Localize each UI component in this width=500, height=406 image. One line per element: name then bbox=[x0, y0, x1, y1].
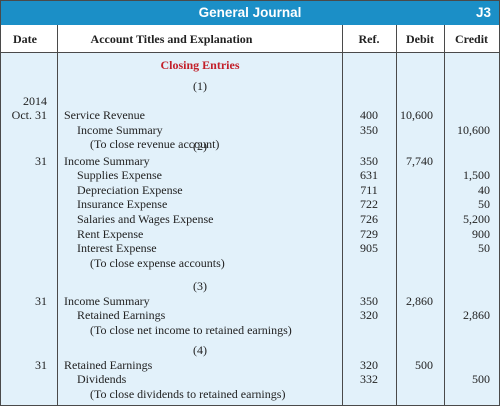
entry-explanation: (To close revenue account) bbox=[90, 137, 220, 152]
entry-explanation: (To close dividends to retained earnings… bbox=[90, 386, 286, 401]
account-title: Income Summary bbox=[64, 293, 150, 308]
entry-year: 2014 bbox=[23, 93, 47, 108]
posting-ref: 729 bbox=[360, 226, 378, 241]
posting-ref: 350 bbox=[360, 122, 378, 137]
column-header-debit: Debit bbox=[406, 32, 434, 46]
account-title: Depreciation Expense bbox=[77, 182, 183, 197]
posting-ref: 350 bbox=[360, 293, 378, 308]
account-title: Dividends bbox=[77, 372, 127, 387]
debit-amount: 10,600 bbox=[400, 108, 433, 123]
journal-line: 31 Retained Earnings 320 500 bbox=[1, 358, 499, 372]
journal-line: Supplies Expense 631 1,500 bbox=[1, 168, 499, 182]
account-title: Service Revenue bbox=[64, 108, 145, 123]
column-divider bbox=[444, 25, 445, 405]
column-header-date: Date bbox=[13, 32, 37, 46]
account-title: Interest Expense bbox=[77, 241, 157, 256]
posting-ref: 320 bbox=[360, 308, 378, 323]
posting-ref: 320 bbox=[360, 357, 378, 372]
entry-date: 31 bbox=[35, 357, 47, 372]
journal-line: (To close dividends to retained earnings… bbox=[1, 387, 499, 401]
column-header-account: Account Titles and Explanation bbox=[90, 32, 253, 46]
debit-amount: 7,740 bbox=[406, 153, 433, 168]
credit-amount: 5,200 bbox=[463, 212, 490, 226]
posting-ref: 631 bbox=[360, 168, 378, 183]
entry-number: (1) bbox=[193, 79, 207, 93]
section-title-closing-entries: Closing Entries bbox=[160, 58, 240, 72]
credit-amount: 2,860 bbox=[463, 308, 490, 323]
credit-amount: 900 bbox=[472, 226, 490, 241]
account-title: Income Summary bbox=[77, 122, 163, 137]
posting-ref: 711 bbox=[360, 182, 378, 197]
journal-line: Income Summary 350 10,600 bbox=[1, 123, 499, 137]
entry-number: (2) bbox=[193, 139, 207, 153]
posting-ref: 726 bbox=[360, 212, 378, 226]
posting-ref: 400 bbox=[360, 108, 378, 123]
entry-number: (3) bbox=[193, 279, 207, 293]
account-title: Insurance Expense bbox=[77, 197, 168, 212]
entry-number: (4) bbox=[193, 343, 207, 357]
column-header-credit: Credit bbox=[454, 32, 489, 46]
account-title: Supplies Expense bbox=[77, 168, 162, 183]
credit-amount: 500 bbox=[472, 372, 490, 387]
entry-explanation: (To close expense accounts) bbox=[90, 255, 225, 270]
entry-date: 31 bbox=[35, 293, 47, 308]
journal-line: Depreciation Expense 711 40 bbox=[1, 183, 499, 197]
journal-line: Rent Expense 729 900 bbox=[1, 227, 499, 241]
entry-date: Oct. 31 bbox=[11, 108, 47, 123]
account-title: Salaries and Wages Expense bbox=[77, 212, 214, 226]
credit-amount: 50 bbox=[478, 241, 490, 256]
column-divider bbox=[342, 25, 343, 405]
journal-reference: J3 bbox=[475, 5, 491, 20]
posting-ref: 332 bbox=[360, 372, 378, 387]
credit-amount: 50 bbox=[478, 197, 490, 212]
debit-amount: 500 bbox=[415, 357, 433, 372]
credit-amount: 1,500 bbox=[463, 168, 490, 183]
journal-line: Retained Earnings 320 2,860 bbox=[1, 308, 499, 322]
account-title: Retained Earnings bbox=[64, 357, 153, 372]
journal-line: (To close expense accounts) bbox=[1, 256, 499, 270]
column-divider bbox=[396, 25, 397, 405]
posting-ref: 722 bbox=[360, 197, 378, 212]
credit-amount: 40 bbox=[478, 182, 490, 197]
journal-line: Salaries and Wages Expense 726 5,200 bbox=[1, 212, 499, 226]
journal-line: (To close net income to retained earning… bbox=[1, 323, 499, 337]
debit-amount: 2,860 bbox=[406, 293, 433, 308]
journal-line: (To close revenue account) bbox=[1, 137, 499, 151]
entry-explanation: (To close net income to retained earning… bbox=[90, 322, 292, 337]
journal-line: Oct. 31 Service Revenue 400 10,600 bbox=[1, 108, 499, 122]
journal-line: 31 Income Summary 350 2,860 bbox=[1, 294, 499, 308]
journal-line: Insurance Expense 722 50 bbox=[1, 197, 499, 211]
account-title: Retained Earnings bbox=[77, 308, 166, 323]
column-divider bbox=[57, 25, 58, 405]
posting-ref: 905 bbox=[360, 241, 378, 256]
entry-year-row: 2014 bbox=[1, 94, 499, 108]
journal-title-bar: General Journal J3 bbox=[1, 1, 499, 25]
column-header-row: Date Account Titles and Explanation Ref.… bbox=[1, 25, 499, 53]
journal-line: Dividends 332 500 bbox=[1, 372, 499, 386]
journal-line: Interest Expense 905 50 bbox=[1, 241, 499, 255]
column-header-ref: Ref. bbox=[358, 32, 380, 46]
account-title: Income Summary bbox=[64, 153, 150, 168]
journal-line: 31 Income Summary 350 7,740 bbox=[1, 154, 499, 168]
entry-date: 31 bbox=[35, 153, 47, 168]
posting-ref: 350 bbox=[360, 153, 378, 168]
journal-title: General Journal bbox=[198, 5, 302, 20]
account-title: Rent Expense bbox=[77, 226, 144, 241]
credit-amount: 10,600 bbox=[457, 122, 490, 137]
